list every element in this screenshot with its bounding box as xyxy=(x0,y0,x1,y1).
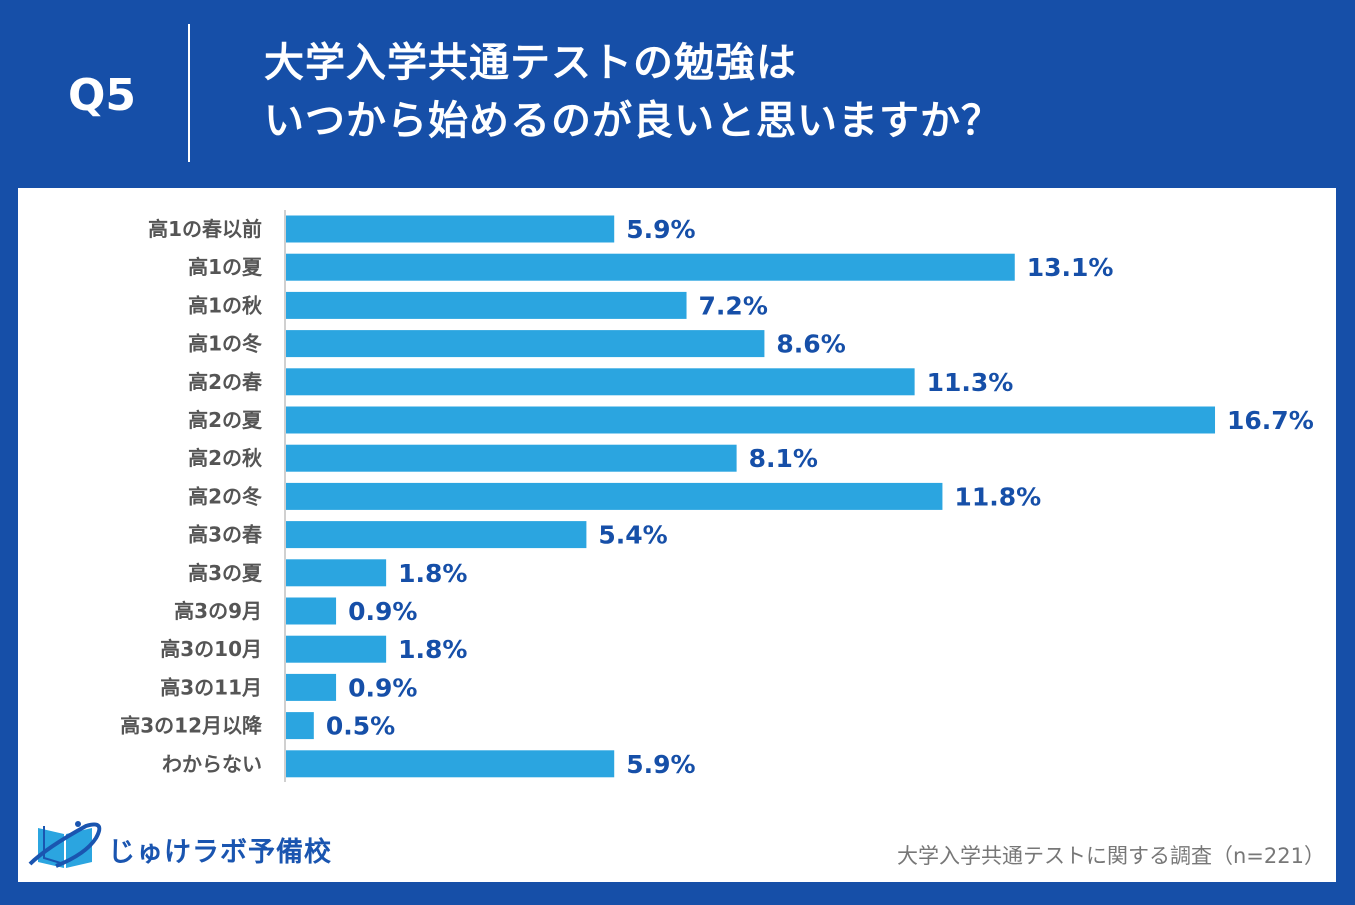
bar xyxy=(286,635,387,663)
category-label: わからない xyxy=(162,752,262,776)
bar xyxy=(286,253,1015,281)
bar xyxy=(286,330,765,358)
value-label: 8.1% xyxy=(749,444,818,473)
source-note: 大学入学共通テストに関する調査（n=221） xyxy=(897,844,1325,868)
bar xyxy=(286,482,943,510)
category-label: 高3の春 xyxy=(188,523,263,547)
value-label: 11.8% xyxy=(954,482,1041,511)
value-label: 16.7% xyxy=(1227,406,1314,435)
category-label: 高1の春以前 xyxy=(148,217,262,241)
header-divider xyxy=(188,24,190,162)
chart-title: 大学入学共通テストの勉強は いつから始めるのが良いと思いますか？ xyxy=(264,34,1002,150)
value-label: 13.1% xyxy=(1027,253,1114,282)
category-label: 高3の夏 xyxy=(188,561,263,585)
category-label: 高2の秋 xyxy=(188,446,263,470)
category-label: 高3の12月以降 xyxy=(120,714,263,738)
bar xyxy=(286,368,915,396)
value-label: 8.6% xyxy=(776,330,845,359)
value-label: 1.8% xyxy=(398,559,467,588)
value-label: 11.3% xyxy=(927,368,1014,397)
bar xyxy=(286,521,587,549)
value-label: 5.9% xyxy=(626,750,695,779)
title-line-2: いつから始めるのが良いと思いますか？ xyxy=(264,98,1002,144)
title-line-1: 大学入学共通テストの勉強は xyxy=(264,40,797,86)
category-label: 高3の10月 xyxy=(160,637,262,661)
value-label: 0.9% xyxy=(348,597,417,626)
value-label: 7.2% xyxy=(699,291,768,320)
category-label: 高1の夏 xyxy=(188,255,263,279)
bar xyxy=(286,444,737,472)
bar xyxy=(286,215,615,243)
category-label: 高2の夏 xyxy=(188,408,263,432)
category-label: 高1の秋 xyxy=(188,293,263,317)
bar xyxy=(286,291,687,319)
value-label: 0.9% xyxy=(348,673,417,702)
category-label: 高2の冬 xyxy=(188,484,262,508)
bar xyxy=(286,712,314,740)
bar xyxy=(286,673,337,701)
category-label: 高2の春 xyxy=(188,370,263,394)
logo-text: じゅけラボ予備校 xyxy=(108,837,332,868)
category-label: 高3の9月 xyxy=(174,599,262,623)
logo-book-icon xyxy=(28,821,102,868)
value-label: 5.9% xyxy=(626,215,695,244)
bar xyxy=(286,406,1216,434)
bar xyxy=(286,750,615,778)
category-label: 高1の冬 xyxy=(188,332,262,356)
value-label: 0.5% xyxy=(326,712,395,741)
value-label: 5.4% xyxy=(598,521,667,550)
question-number: Q5 xyxy=(68,70,137,121)
value-label: 1.8% xyxy=(398,635,467,664)
category-label: 高3の11月 xyxy=(160,675,262,699)
bar xyxy=(286,597,337,625)
bar xyxy=(286,559,387,587)
